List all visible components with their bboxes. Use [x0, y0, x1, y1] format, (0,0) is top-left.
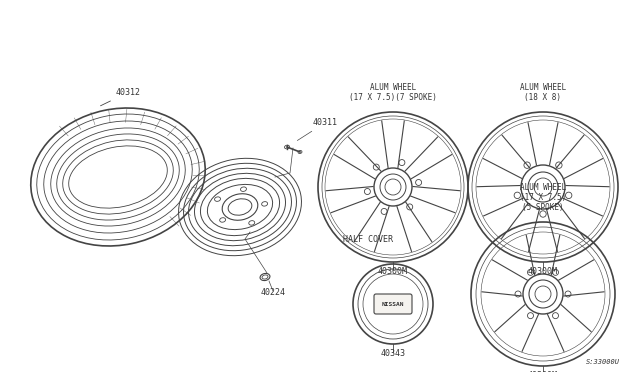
Text: NISSAN: NISSAN — [381, 301, 404, 307]
Text: 40300M: 40300M — [378, 267, 408, 276]
Text: HALF COVER: HALF COVER — [343, 235, 393, 244]
FancyBboxPatch shape — [374, 294, 412, 314]
Text: 40343: 40343 — [381, 349, 406, 358]
Text: ALUM WHEEL: ALUM WHEEL — [520, 183, 566, 192]
Text: ALUM WHEEL: ALUM WHEEL — [370, 83, 416, 92]
Text: 40224: 40224 — [260, 288, 285, 297]
Text: 40300M: 40300M — [528, 371, 558, 372]
Text: (18 X 8): (18 X 8) — [525, 93, 561, 102]
Text: (17 X 7.5)(7 SPOKE): (17 X 7.5)(7 SPOKE) — [349, 93, 437, 102]
Text: 40300M: 40300M — [528, 267, 558, 276]
Text: (17 X 7.5): (17 X 7.5) — [520, 193, 566, 202]
Text: ALUM WHEEL: ALUM WHEEL — [520, 83, 566, 92]
Text: 40312: 40312 — [100, 88, 141, 106]
Text: 40311: 40311 — [298, 118, 338, 141]
Text: S:33000U: S:33000U — [586, 359, 620, 365]
Text: (5 SPOKE): (5 SPOKE) — [522, 203, 564, 212]
